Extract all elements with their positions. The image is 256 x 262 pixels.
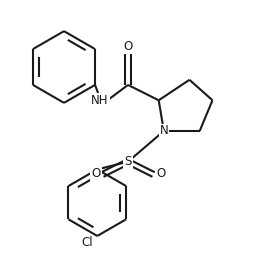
Text: N: N <box>159 124 168 138</box>
Text: Cl: Cl <box>81 236 93 249</box>
Text: S: S <box>124 155 132 168</box>
Text: O: O <box>123 40 133 53</box>
Text: NH: NH <box>91 94 109 107</box>
Text: O: O <box>157 167 166 180</box>
Text: O: O <box>91 167 101 180</box>
